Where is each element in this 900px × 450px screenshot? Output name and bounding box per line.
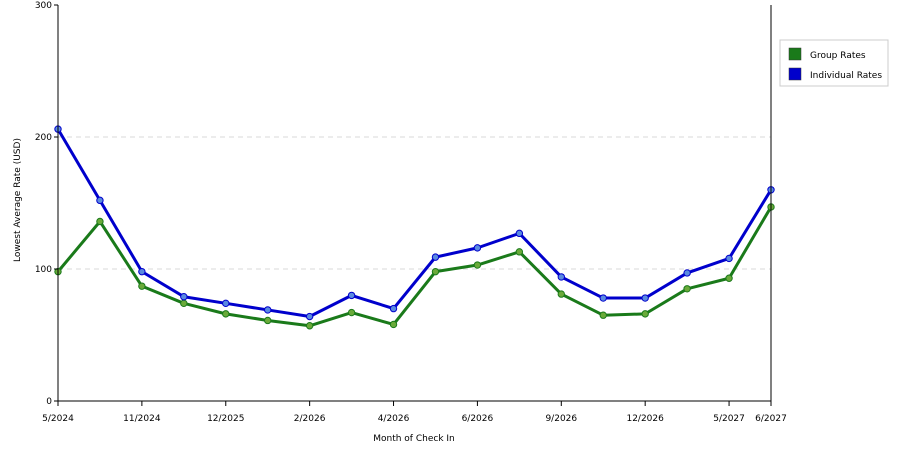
data-point xyxy=(222,299,230,308)
data-point xyxy=(347,291,356,300)
data-point xyxy=(725,254,733,263)
grid-lines xyxy=(58,136,771,270)
data-point xyxy=(431,253,440,261)
data-point xyxy=(180,293,188,301)
legend-swatch xyxy=(788,47,802,61)
x-axis-title: Month of Check In xyxy=(373,434,455,444)
x-tick-label: 11/2024 xyxy=(123,414,161,424)
x-tick-label: 5/2024 xyxy=(42,414,74,424)
y-tick-label: 100 xyxy=(35,265,52,275)
data-point xyxy=(473,244,482,252)
data-point xyxy=(389,320,398,329)
legend-label: Individual Rates xyxy=(810,71,882,81)
data-point xyxy=(515,229,524,238)
data-point xyxy=(599,294,607,302)
data-point xyxy=(683,269,691,277)
data-point xyxy=(641,310,649,318)
data-point xyxy=(473,261,482,269)
series-line xyxy=(56,128,773,319)
x-tick-label: 9/2026 xyxy=(545,414,577,424)
series-group xyxy=(54,125,775,330)
data-point xyxy=(557,273,565,281)
y-axis-title: Lowest Average Rate (USD) xyxy=(13,138,23,262)
data-point xyxy=(138,267,146,276)
x-tick-label: 5/2027 xyxy=(713,414,745,424)
data-point xyxy=(138,282,146,290)
x-tick-label: 4/2026 xyxy=(378,414,410,424)
data-point xyxy=(599,311,607,319)
data-point xyxy=(683,285,691,293)
legend: Group Rates Individual Rates xyxy=(779,39,889,87)
y-tick-label: 0 xyxy=(46,397,52,407)
y-tick-label: 200 xyxy=(35,133,52,143)
x-tick-label: 12/2025 xyxy=(207,414,244,424)
data-point xyxy=(180,299,188,308)
x-tick-label: 2/2026 xyxy=(294,414,326,424)
series-line xyxy=(56,206,773,328)
data-point xyxy=(431,267,440,276)
data-point xyxy=(96,217,104,226)
data-point xyxy=(389,304,398,313)
data-point xyxy=(515,248,524,256)
data-point xyxy=(96,196,104,205)
x-axis-ticks: 5/2024 11/2024 12/2025 2/2026 4/2026 6/2026 9/… xyxy=(42,401,787,424)
data-point xyxy=(305,312,314,321)
data-point xyxy=(305,322,314,330)
data-point xyxy=(264,316,272,325)
x-tick-label: 12/2026 xyxy=(626,414,664,424)
x-tick-label: 6/2027 xyxy=(755,414,787,424)
x-tick-label: 6/2026 xyxy=(462,414,494,424)
legend-swatch xyxy=(788,67,802,81)
y-tick-label: 300 xyxy=(35,1,52,11)
data-point xyxy=(264,306,272,314)
data-point xyxy=(641,294,649,302)
data-point xyxy=(725,274,733,282)
y-axis-ticks: 0 100 200 300 xyxy=(35,1,58,407)
data-point xyxy=(347,308,356,317)
data-point xyxy=(222,310,230,318)
legend-label: Group Rates xyxy=(810,51,866,61)
data-point xyxy=(557,290,565,298)
